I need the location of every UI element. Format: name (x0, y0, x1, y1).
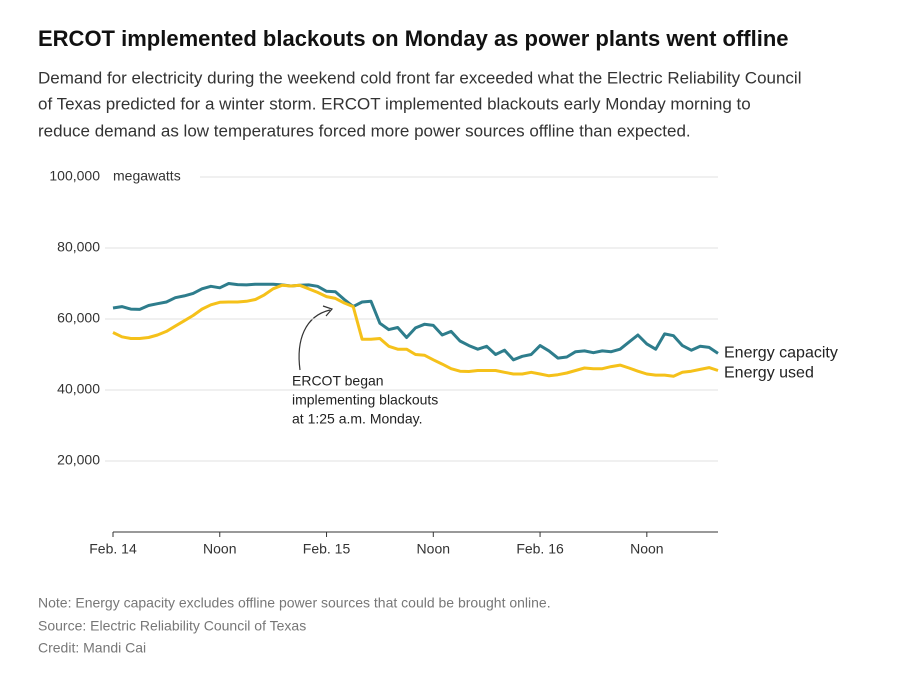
series-label: Energy used (724, 365, 814, 382)
annotation: ERCOT began (292, 373, 384, 389)
subtitle-line: reduce demand as low temperatures forced… (38, 121, 691, 140)
x-tick-label: Feb. 15 (303, 541, 351, 557)
footer-credit: Credit: Mandi Cai (38, 640, 146, 656)
series-line (112, 283, 719, 378)
annotation: at 1:25 a.m. Monday. (292, 411, 422, 427)
y-tick-label: 20,000 (57, 452, 100, 468)
footer-note: Note: Energy capacity excludes offline p… (38, 595, 551, 611)
x-tick-label: Feb. 16 (516, 541, 564, 557)
y-tick-label: 80,000 (57, 239, 100, 255)
x-tick-label: Noon (203, 541, 236, 557)
series-label: Energy capacity (724, 345, 838, 362)
subtitle-line: Demand for electricity during the weeken… (38, 68, 802, 87)
y-tick-label: 40,000 (57, 381, 100, 397)
x-tick-label: Feb. 14 (89, 541, 137, 557)
annotation: implementing blackouts (292, 392, 438, 408)
annotation-arrow (298, 309, 331, 371)
y-tick-label: 60,000 (57, 310, 100, 326)
x-tick-label: Noon (417, 541, 450, 557)
x-tick-label: Noon (630, 541, 663, 557)
annotation-arrowhead (322, 305, 334, 317)
footer-source: Source: Electric Reliability Council of … (38, 618, 306, 634)
y-tick-label: 100,000 (49, 168, 100, 184)
subtitle-line: of Texas predicted for a winter storm. E… (38, 94, 751, 113)
series-line (112, 282, 719, 362)
chart-title: ERCOT implemented blackouts on Monday as… (38, 26, 789, 51)
y-unit-label: megawatts (113, 168, 181, 184)
